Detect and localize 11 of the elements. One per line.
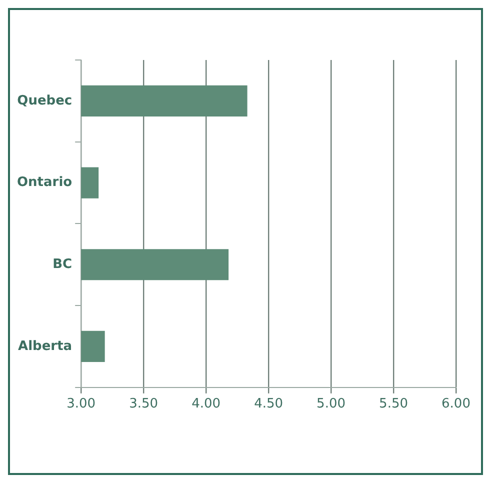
x-tick-label: 3.50 (129, 396, 158, 412)
y-tick-label: Ontario (17, 175, 72, 190)
y-tick-label: Quebec (17, 93, 72, 108)
x-tick-label: 5.00 (316, 396, 346, 412)
x-tick-label: 5.50 (379, 396, 408, 412)
x-tick-label: 4.50 (254, 396, 284, 412)
x-tick-label: 3.00 (66, 396, 96, 412)
x-tick-label: 6.00 (442, 396, 470, 412)
x-tick-label: 4.00 (192, 396, 221, 412)
y-tick-label: BC (52, 257, 72, 272)
y-tick-label: Alberta (18, 338, 72, 354)
